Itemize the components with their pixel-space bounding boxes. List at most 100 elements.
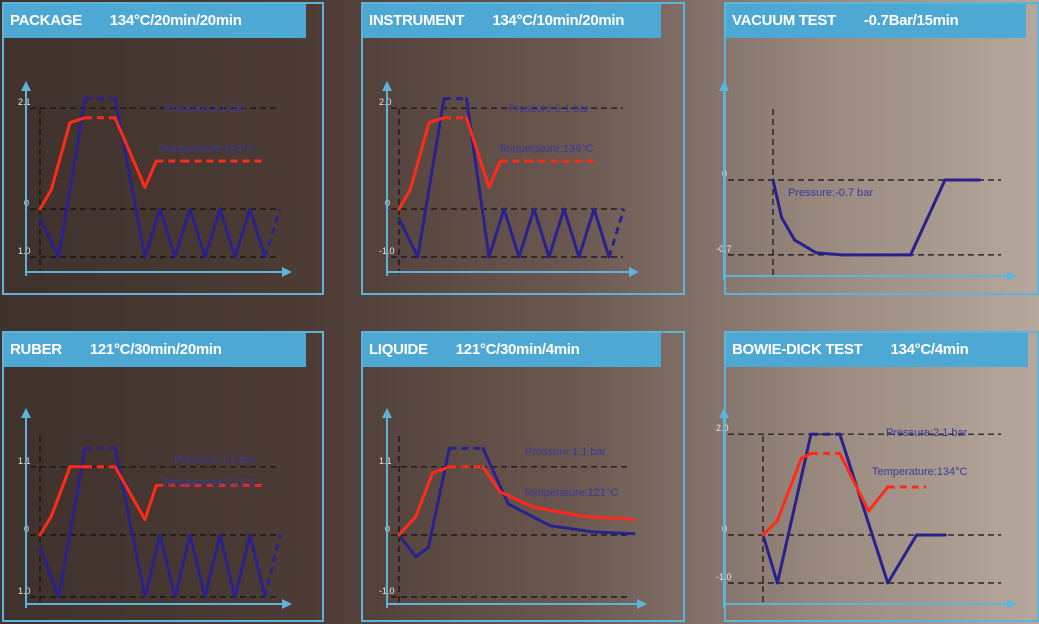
- temperature-segment: [49, 465, 72, 518]
- temperature-segment: [465, 116, 491, 189]
- pressure-segment: [481, 446, 510, 506]
- pressure-segment: [218, 533, 237, 599]
- pressure-segment: [814, 251, 844, 257]
- pressure-segment: [506, 502, 552, 528]
- x-axis-arrow: [637, 599, 647, 609]
- temperature-label: Temperature:134°C: [498, 143, 594, 155]
- pressure-segment: [57, 97, 87, 259]
- temperature-segment: [799, 451, 813, 460]
- panel-title: PACKAGE: [10, 12, 82, 29]
- temperature-label: Temperature:121°C: [523, 487, 619, 499]
- temperature-segment: [761, 519, 779, 537]
- pressure-segment: [607, 208, 626, 258]
- panel-spec: 134°C/4min: [890, 341, 969, 358]
- pressure-segment: [397, 217, 420, 259]
- pressure-segment: [590, 530, 636, 536]
- pressure-segment: [532, 207, 551, 259]
- pressure-segment: [218, 207, 237, 259]
- pressure-segment: [38, 217, 61, 259]
- temperature-segment: [427, 116, 446, 125]
- pressure-segment: [909, 178, 947, 257]
- pressure-segment: [414, 545, 430, 559]
- pressure-segment: [38, 545, 61, 599]
- temperature-segment: [498, 490, 535, 509]
- y-tick-label: 2.0: [379, 97, 392, 107]
- y-axis-arrow: [21, 81, 31, 91]
- pressure-segment: [233, 533, 252, 599]
- temperature-segment: [113, 116, 147, 189]
- pressure-segment: [113, 446, 147, 599]
- panel-header: BOWIE-DICK TEST 134°C/4min: [726, 333, 1028, 367]
- temperature-segment: [414, 471, 435, 518]
- pressure-segment: [158, 533, 177, 599]
- temperature-segment: [481, 465, 502, 494]
- pressure-segment: [248, 207, 267, 259]
- pressure-label: Pressure:1.1 bar: [174, 454, 256, 466]
- pressure-segment: [203, 533, 222, 599]
- temperature-segment: [49, 121, 72, 192]
- y-tick-label: 1.1: [18, 456, 31, 466]
- x-axis-arrow: [1007, 599, 1017, 609]
- pressure-segment: [780, 215, 796, 242]
- pressure-segment: [158, 207, 177, 259]
- y-tick-label: 2.1: [18, 97, 31, 107]
- temperature-segment: [775, 456, 803, 523]
- temperature-segment: [531, 505, 586, 518]
- y-tick-label: 1.1: [379, 456, 392, 466]
- temperature-segment: [113, 465, 147, 521]
- pressure-segment: [775, 432, 813, 585]
- pressure-segment: [793, 238, 818, 255]
- panel-title: INSTRUMENT: [369, 12, 465, 29]
- panel-liquide: LIQUIDE 121°C/30min/4min 1.10-1.0Pressure…: [361, 331, 685, 622]
- pressure-segment: [143, 207, 162, 259]
- x-axis-arrow: [282, 599, 292, 609]
- chart-vacuum-test: 0-0.7Pressure:-0.7 bar: [716, 81, 1017, 281]
- temperature-label: Temperature:134°C: [159, 143, 255, 155]
- pressure-segment: [517, 207, 536, 259]
- temperature-segment: [431, 465, 451, 475]
- y-axis-arrow: [382, 81, 392, 91]
- pressure-segment: [761, 533, 779, 585]
- pressure-segment: [173, 533, 192, 599]
- temperature-label: Temperature:121°C: [162, 477, 258, 489]
- temperature-segment: [143, 483, 158, 521]
- panel-header: INSTRUMENT 134°C/10min/20min: [363, 4, 661, 38]
- pressure-segment: [487, 207, 506, 259]
- pressure-segment: [502, 207, 521, 259]
- temperature-segment: [397, 188, 412, 211]
- y-tick-label: 1.0: [18, 586, 31, 596]
- pressure-segment: [203, 207, 222, 259]
- temperature-segment: [68, 116, 87, 125]
- pressure-segment: [57, 446, 87, 599]
- pressure-segment: [562, 207, 581, 259]
- temperature-label: Temperature:134°C: [872, 466, 968, 478]
- panel-title: BOWIE-DICK TEST: [732, 341, 863, 358]
- pressure-segment: [248, 533, 267, 599]
- temperature-segment: [143, 159, 158, 189]
- y-axis-arrow: [719, 81, 729, 91]
- x-axis-arrow: [1007, 271, 1017, 281]
- pressure-segment: [173, 207, 192, 259]
- panel-spec: -0.7Bar/15min: [863, 12, 959, 29]
- y-axis-arrow: [719, 408, 729, 418]
- temperature-segment: [838, 451, 871, 513]
- temperature-segment: [867, 485, 890, 513]
- y-tick-label: 2.0: [716, 423, 729, 433]
- pressure-label: Pressure:2.1 bar: [164, 103, 246, 115]
- panel-title: LIQUIDE: [369, 341, 428, 358]
- pressure-segment: [263, 534, 282, 598]
- temperature-segment: [408, 121, 431, 192]
- pressure-label: Pressure:2.1 bar: [508, 103, 590, 115]
- pressure-segment: [188, 207, 207, 259]
- panel-header: RUBER 121°C/30min/20min: [4, 333, 306, 367]
- panel-spec: 121°C/30min/20min: [89, 341, 222, 358]
- pressure-label: Pressure:1.1 bar: [525, 446, 607, 458]
- panel-header: VACUUM TEST -0.7Bar/15min: [726, 4, 1026, 38]
- panel-spec: 121°C/30min/4min: [455, 341, 580, 358]
